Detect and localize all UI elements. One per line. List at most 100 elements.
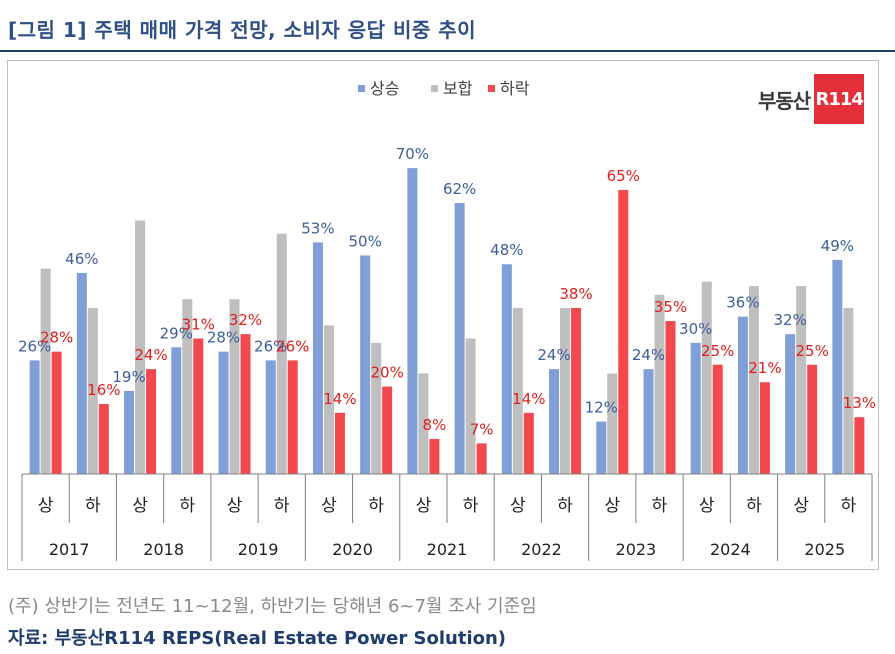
bar xyxy=(665,321,676,474)
data-label: 14% xyxy=(323,390,356,408)
data-label: 24% xyxy=(632,346,665,364)
bar xyxy=(76,272,87,474)
legend-swatch xyxy=(488,85,495,92)
tick-label-half: 상 xyxy=(416,496,432,516)
chart: 상승 보합 하락 26%28%46%16%19%24%29%31%28%32%26%… xyxy=(18,79,876,561)
title-underline xyxy=(0,50,895,52)
legend-label: 하락 xyxy=(500,79,530,98)
bar xyxy=(476,443,487,474)
brand-box: R114 xyxy=(814,74,865,124)
data-label: 53% xyxy=(301,219,334,237)
bar xyxy=(843,307,854,474)
data-label: 50% xyxy=(348,233,381,251)
bar xyxy=(229,299,240,474)
bar xyxy=(701,281,712,474)
legend-swatch xyxy=(431,85,438,92)
data-label: 20% xyxy=(370,364,403,382)
bar xyxy=(643,369,654,474)
tick-label-half: 상 xyxy=(510,496,526,516)
bar xyxy=(135,220,146,474)
legend-label: 상승 xyxy=(370,79,399,98)
data-label: 36% xyxy=(726,294,759,312)
bar xyxy=(371,342,382,474)
bars xyxy=(29,168,865,474)
chart-frame: 상승 보합 하락 26% 28% 46% 16% 19% 24% 29% 31% 28% 32% 26%… xyxy=(7,60,879,570)
bar xyxy=(429,439,440,474)
bar xyxy=(182,299,193,474)
bar xyxy=(785,334,796,474)
tick-label-half: 하 xyxy=(557,496,573,516)
tick-label-year: 2018 xyxy=(143,540,184,559)
data-label: 24% xyxy=(134,346,167,364)
tick-label-half: 상 xyxy=(604,496,620,516)
bar xyxy=(690,342,701,474)
data-label: 65% xyxy=(607,167,640,185)
data-label: 49% xyxy=(821,237,854,255)
bar xyxy=(193,338,204,474)
bar xyxy=(807,364,818,474)
data-labels: 26%28%46%16%19%24%29%31%28%32%26%26%53%1… xyxy=(18,145,876,438)
x-axis: 상 하 상 하 상 하 상 하 상 하 상 하 상 하 상 하 상 하 2017 2018 2019 2020 2021 20… xyxy=(21,473,873,561)
data-label: 13% xyxy=(843,394,876,412)
footnote: (주) 상반기는 전년도 11~12월, 하반기는 당해년 6~7월 조사 기준… xyxy=(8,596,537,617)
data-label: 8% xyxy=(422,416,446,434)
bar xyxy=(607,373,618,474)
tick-label-year: 2020 xyxy=(332,540,373,559)
data-label: 32% xyxy=(773,311,806,329)
bar xyxy=(98,404,109,474)
data-label: 26% xyxy=(18,337,51,355)
bar xyxy=(712,364,723,474)
tick-label-half: 상 xyxy=(132,496,148,516)
bar xyxy=(654,294,665,474)
tick-label-half: 하 xyxy=(463,496,479,516)
bar xyxy=(87,307,98,474)
data-label: 7% xyxy=(470,420,494,438)
legend-swatch xyxy=(358,85,365,92)
tick-label-half: 하 xyxy=(746,496,762,516)
bar xyxy=(796,286,807,474)
data-label: 70% xyxy=(396,145,429,163)
bar xyxy=(265,360,276,474)
tick-label-year: 2023 xyxy=(616,540,657,559)
bar xyxy=(618,189,629,474)
tick-label-year: 2017 xyxy=(49,540,90,559)
tick-label-half: 상 xyxy=(699,496,715,516)
tick-label-year: 2019 xyxy=(238,540,279,559)
tick-label-half: 하 xyxy=(652,496,668,516)
bar xyxy=(360,255,371,474)
data-label: 28% xyxy=(40,329,73,347)
tick-label-half: 하 xyxy=(85,496,101,516)
data-label: 19% xyxy=(112,368,145,386)
page-title: [그림 1] 주택 매매 가격 전망, 소비자 응답 비중 추이 xyxy=(8,18,477,42)
bar xyxy=(334,412,345,474)
bar xyxy=(240,334,251,474)
bar xyxy=(854,417,865,474)
data-label: 35% xyxy=(654,298,687,316)
bar xyxy=(832,259,843,474)
tick-label-half: 하 xyxy=(841,496,857,516)
tick-label-half: 하 xyxy=(368,496,384,516)
tick-label-year: 2024 xyxy=(710,540,751,559)
tick-label-year: 2021 xyxy=(427,540,468,559)
bar xyxy=(218,351,229,474)
bar xyxy=(124,390,135,474)
bar xyxy=(312,242,323,474)
bar xyxy=(40,268,51,474)
tick-label-half: 상 xyxy=(38,496,54,516)
data-label: 26% xyxy=(276,337,309,355)
brand-logo: 부동산 R114 xyxy=(758,74,865,124)
bar xyxy=(382,386,393,474)
tick-label-year: 2025 xyxy=(804,540,845,559)
bar xyxy=(560,307,571,474)
bar xyxy=(171,347,182,474)
data-label: 28% xyxy=(207,329,240,347)
bar xyxy=(571,307,582,474)
data-label: 14% xyxy=(512,390,545,408)
data-label: 26% xyxy=(254,337,287,355)
bar xyxy=(465,338,476,474)
bar xyxy=(596,421,607,474)
data-label: 29% xyxy=(160,324,193,342)
bar xyxy=(146,369,157,474)
bar xyxy=(512,307,523,474)
brand-text: 부동산 xyxy=(758,88,811,113)
